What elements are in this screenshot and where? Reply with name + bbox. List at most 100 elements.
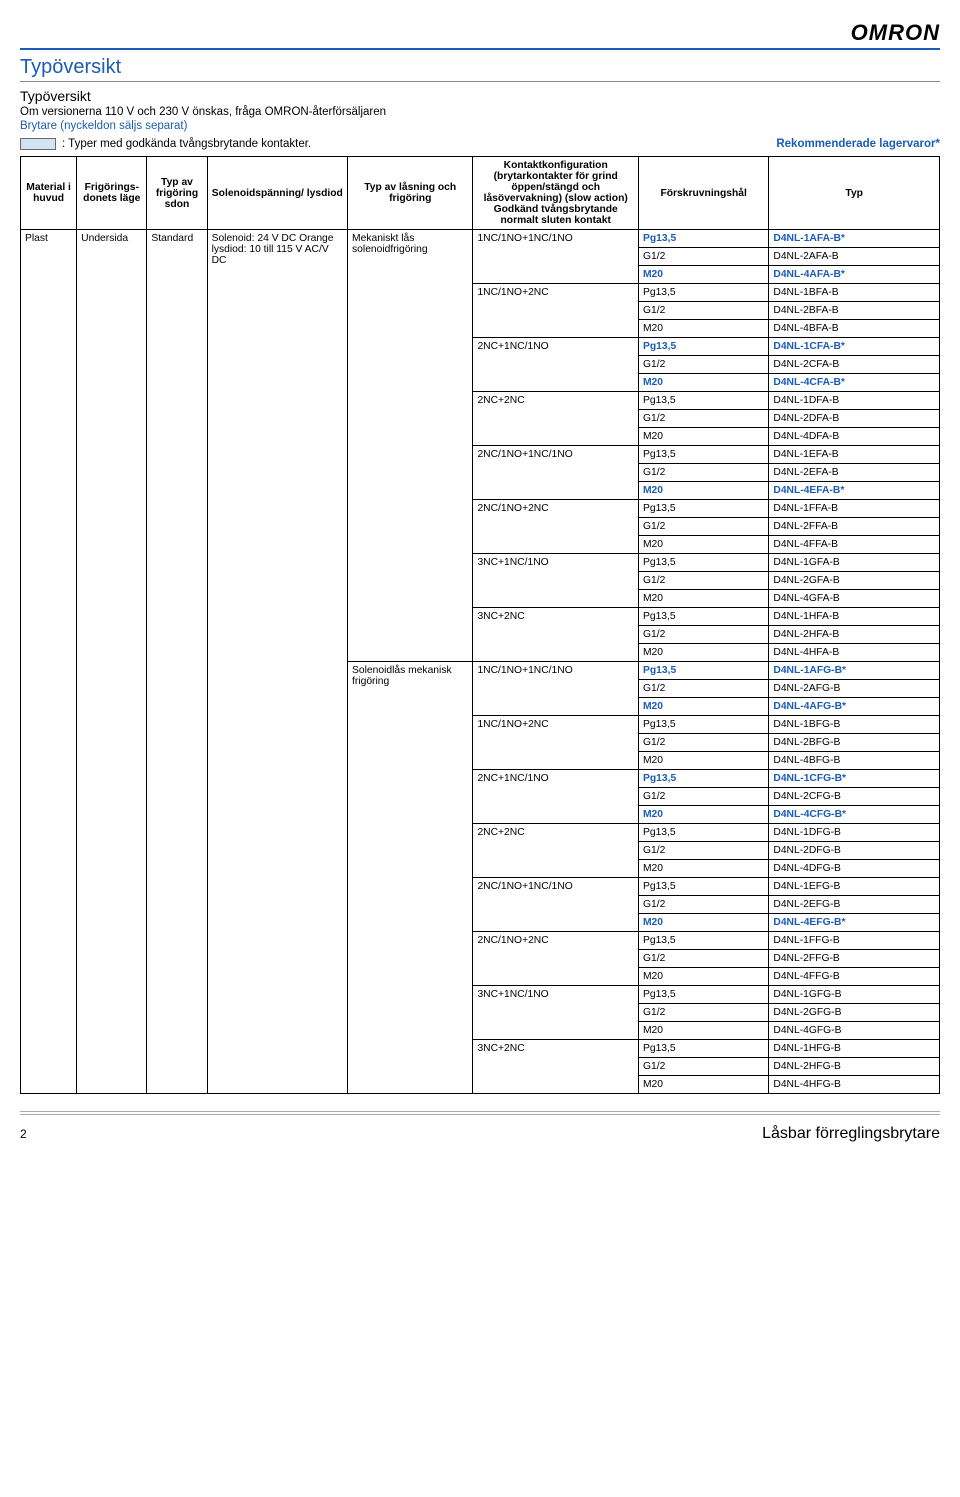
cell-hole: Pg13,5: [638, 284, 768, 302]
cell-contact-config: 3NC+2NC: [473, 1040, 639, 1094]
cell-hole: M20: [638, 752, 768, 770]
cell-hole: G1/2: [638, 842, 768, 860]
col-header: Material i huvud: [21, 157, 77, 230]
cell-hole: Pg13,5: [638, 338, 768, 356]
cell-hole: G1/2: [638, 248, 768, 266]
cell-type: D4NL-2EFG-B: [769, 896, 940, 914]
cell-type: D4NL-2FFA-B: [769, 518, 940, 536]
cell-hole: M20: [638, 266, 768, 284]
cell-hole: Pg13,5: [638, 446, 768, 464]
cell-hole: M20: [638, 806, 768, 824]
cell-hole: M20: [638, 590, 768, 608]
col-header: Solenoidspänning/ lysdiod: [207, 157, 347, 230]
cell-type: D4NL-1EFA-B: [769, 446, 940, 464]
page-footer: 2 Låsbar förreglingsbrytare: [20, 1114, 940, 1143]
cell-hole: Pg13,5: [638, 986, 768, 1004]
cell-contact-config: 2NC+2NC: [473, 392, 639, 446]
cell-contact-config: 3NC+1NC/1NO: [473, 986, 639, 1040]
cell-type: D4NL-2BFG-B: [769, 734, 940, 752]
cell-contact-config: 1NC/1NO+1NC/1NO: [473, 230, 639, 284]
cell-lock-type: Solenoidlås mekanisk frigöring: [348, 662, 473, 1094]
cell-hole: Pg13,5: [638, 1040, 768, 1058]
cell-type: D4NL-1GFG-B: [769, 986, 940, 1004]
legend-row: : Typer med godkända tvångsbrytande kont…: [20, 138, 940, 150]
cell-type: D4NL-2DFA-B: [769, 410, 940, 428]
cell-hole: G1/2: [638, 1058, 768, 1076]
cell-hole: G1/2: [638, 518, 768, 536]
col-header: Kontaktkonfiguration (brytarkontakter fö…: [473, 157, 639, 230]
cell-hole: Pg13,5: [638, 230, 768, 248]
cell-type: D4NL-4BFA-B: [769, 320, 940, 338]
cell-hole: M20: [638, 320, 768, 338]
cell-hole: M20: [638, 374, 768, 392]
cell-hole: M20: [638, 860, 768, 878]
cell-type: D4NL-4DFG-B: [769, 860, 940, 878]
cell-contact-config: 2NC/1NO+2NC: [473, 932, 639, 986]
table-row: PlastUndersidaStandardSolenoid: 24 V DC …: [21, 230, 940, 248]
cell-hole: Pg13,5: [638, 500, 768, 518]
cell-hole: Pg13,5: [638, 716, 768, 734]
cell-hole: Pg13,5: [638, 770, 768, 788]
cell-hole: Pg13,5: [638, 392, 768, 410]
cell-hole: M20: [638, 644, 768, 662]
cell-type: D4NL-2CFG-B: [769, 788, 940, 806]
cell-type: D4NL-4DFA-B: [769, 428, 940, 446]
cell-hole: M20: [638, 1076, 768, 1094]
cell-hole: M20: [638, 482, 768, 500]
cell-type: D4NL-2CFA-B: [769, 356, 940, 374]
cell-type: D4NL-1CFA-B*: [769, 338, 940, 356]
cell-type: D4NL-2HFA-B: [769, 626, 940, 644]
legend-text: : Typer med godkända tvångsbrytande kont…: [62, 138, 311, 150]
cell-contact-config: 2NC/1NO+2NC: [473, 500, 639, 554]
cell-hole: M20: [638, 536, 768, 554]
cell-type: D4NL-1DFG-B: [769, 824, 940, 842]
cell-col3: Standard: [147, 230, 207, 1094]
cell-hole: Pg13,5: [638, 932, 768, 950]
cell-contact-config: 1NC/1NO+2NC: [473, 284, 639, 338]
cell-contact-config: 1NC/1NO+1NC/1NO: [473, 662, 639, 716]
cell-type: D4NL-2HFG-B: [769, 1058, 940, 1076]
cell-type: D4NL-2AFA-B: [769, 248, 940, 266]
sub-divider: [20, 81, 940, 82]
cell-type: D4NL-1FFG-B: [769, 932, 940, 950]
cell-contact-config: 3NC+2NC: [473, 608, 639, 662]
footer-title: Låsbar förreglingsbrytare: [762, 1125, 940, 1143]
cell-type: D4NL-4AFA-B*: [769, 266, 940, 284]
cell-type: D4NL-4CFG-B*: [769, 806, 940, 824]
cell-hole: M20: [638, 698, 768, 716]
cell-type: D4NL-2DFG-B: [769, 842, 940, 860]
col-header: Frigörings-donets läge: [77, 157, 147, 230]
cell-type: D4NL-1AFG-B*: [769, 662, 940, 680]
cell-contact-config: 3NC+1NC/1NO: [473, 554, 639, 608]
col-header: Typ av frigöring sdon: [147, 157, 207, 230]
cell-hole: Pg13,5: [638, 878, 768, 896]
cell-contact-config: 2NC+1NC/1NO: [473, 770, 639, 824]
cell-hole: G1/2: [638, 356, 768, 374]
cell-type: D4NL-4EFA-B*: [769, 482, 940, 500]
cell-hole: G1/2: [638, 626, 768, 644]
cell-hole: Pg13,5: [638, 554, 768, 572]
cell-type: D4NL-2AFG-B: [769, 680, 940, 698]
cell-type: D4NL-4CFA-B*: [769, 374, 940, 392]
cell-lock-type: Mekaniskt lås solenoidfrigöring: [348, 230, 473, 662]
cell-col1: Plast: [21, 230, 77, 1094]
cell-type: D4NL-1DFA-B: [769, 392, 940, 410]
cell-hole: G1/2: [638, 572, 768, 590]
cell-type: D4NL-1BFG-B: [769, 716, 940, 734]
cell-hole: G1/2: [638, 680, 768, 698]
cell-hole: G1/2: [638, 896, 768, 914]
cell-hole: G1/2: [638, 464, 768, 482]
cell-hole: G1/2: [638, 410, 768, 428]
cell-hole: M20: [638, 914, 768, 932]
col-header: Typ: [769, 157, 940, 230]
intro-text: Om versionerna 110 V och 230 V önskas, f…: [20, 106, 940, 118]
sub-link: Brytare (nyckeldon säljs separat): [20, 120, 940, 132]
cell-hole: G1/2: [638, 950, 768, 968]
cell-hole: Pg13,5: [638, 662, 768, 680]
cell-type: D4NL-2GFG-B: [769, 1004, 940, 1022]
table-header-row: Material i huvud Frigörings-donets läge …: [21, 157, 940, 230]
cell-type: D4NL-4FFA-B: [769, 536, 940, 554]
cell-type: D4NL-4AFG-B*: [769, 698, 940, 716]
cell-type: D4NL-1HFG-B: [769, 1040, 940, 1058]
cell-hole: M20: [638, 968, 768, 986]
